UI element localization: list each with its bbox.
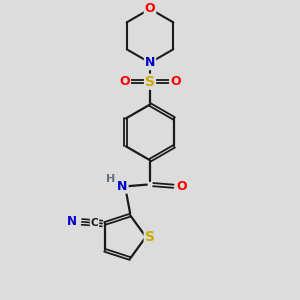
Text: S: S	[145, 75, 155, 89]
Text: N: N	[117, 180, 128, 193]
Text: S: S	[145, 230, 155, 244]
Text: C: C	[91, 218, 98, 228]
Text: H: H	[106, 174, 116, 184]
Text: O: O	[119, 75, 130, 88]
Text: O: O	[170, 75, 181, 88]
Text: N: N	[145, 56, 155, 69]
Text: O: O	[176, 180, 187, 193]
Text: N: N	[68, 215, 77, 228]
Text: O: O	[145, 2, 155, 15]
